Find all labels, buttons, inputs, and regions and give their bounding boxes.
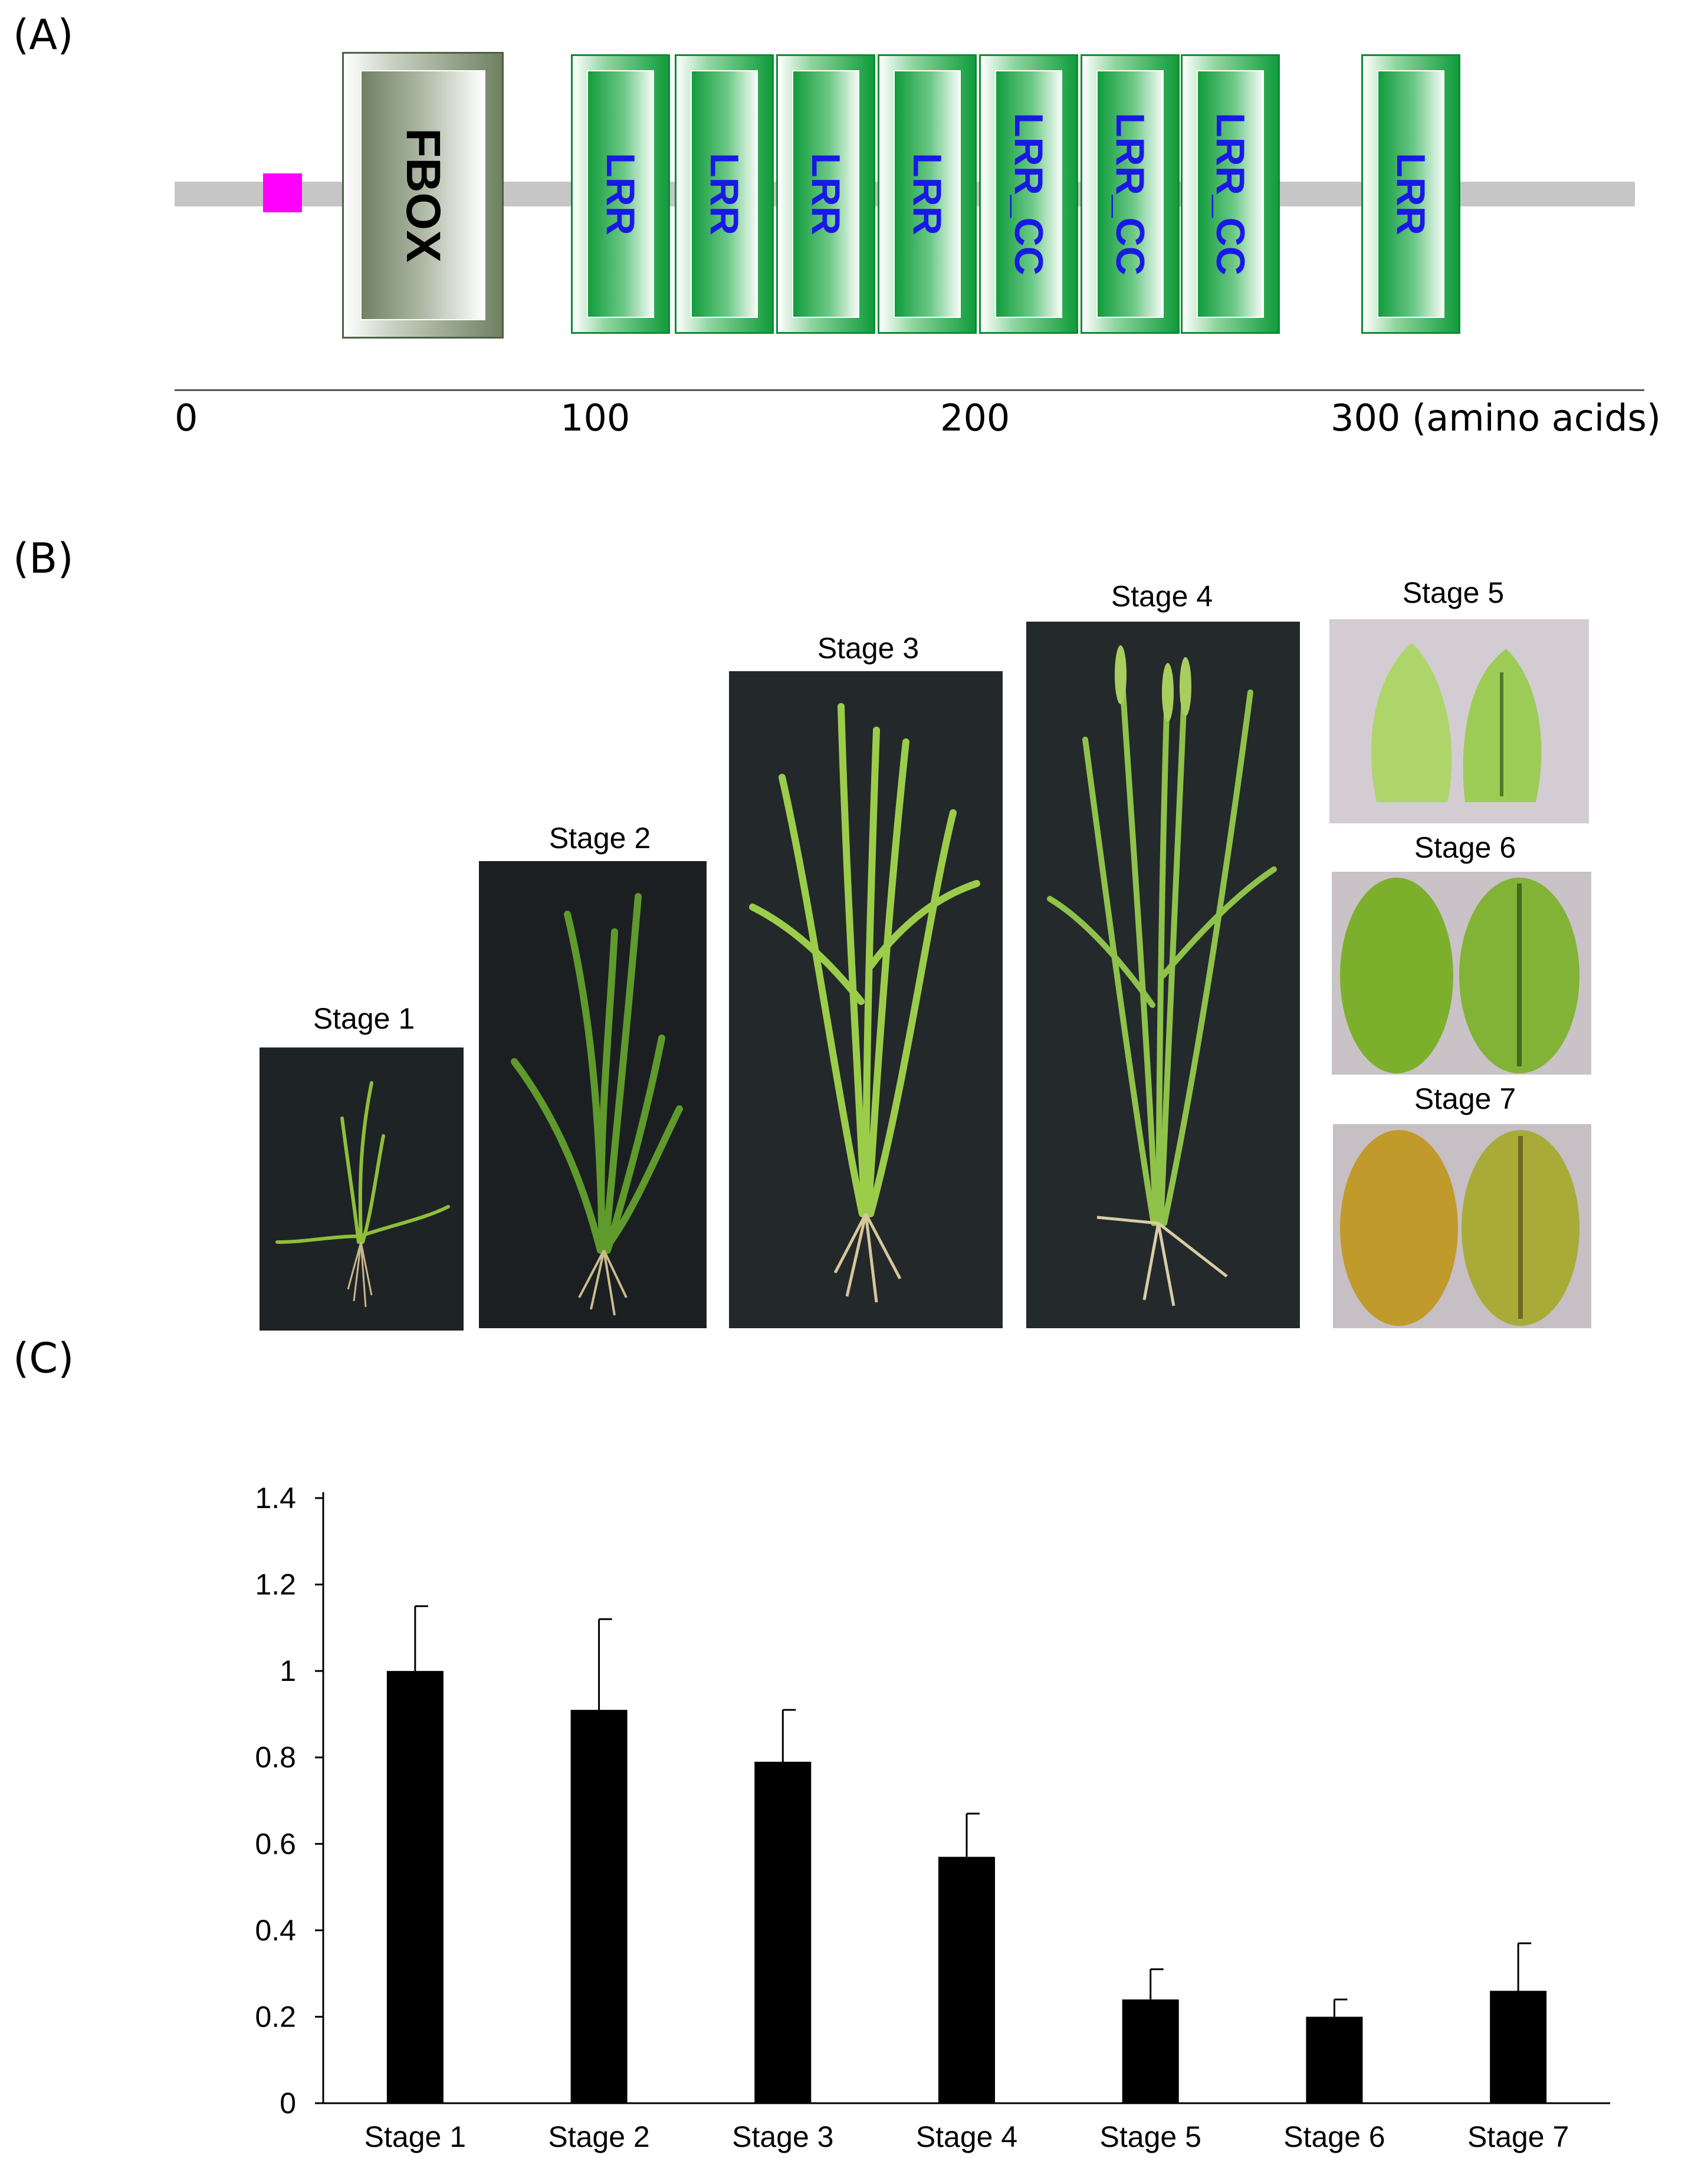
bar-stage-2 [570,1710,628,2103]
y-tick-label: 1 [280,1654,296,1687]
stage-5-grain-photo [1329,619,1589,823]
stage-5-title: Stage 5 [1402,576,1505,609]
bar-stage-5 [1122,1999,1179,2103]
bar-series [386,1671,1547,2103]
panel-b-label: (B) [13,534,74,583]
protein-domain-diagram: FBOX LRR LRR LRR LRR LRR_CC LRR_CC LRR_C… [0,0,1688,466]
y-tick-label: 0.8 [255,1741,296,1774]
x-tick-label: Stage 3 [732,2120,833,2153]
y-tick-label: 1.2 [255,1568,296,1601]
y-tick-label: 0.2 [255,2000,296,2033]
x-tick-label: Stage 2 [548,2120,649,2153]
lrr-domain-2: LRR [675,54,774,334]
heading-plant-image [1026,622,1300,1328]
lrr-domain-4: LRR [878,54,977,334]
x-axis-ticks: Stage 1 Stage 2 Stage 3 Stage 4 Stage 5 Stage… [364,2120,1569,2153]
y-tick-label: 1.4 [255,1482,296,1515]
stage-1-title: Stage 1 [313,1002,415,1035]
immature-grain-image [1329,619,1589,823]
lrr-cc-domain-2: LRR_CC [1081,54,1180,334]
lrr-cc-domain-label: LRR_CC [1108,113,1152,275]
lrr-cc-domain-label: LRR_CC [1006,113,1051,275]
amino-acid-scale-axis [175,389,1644,391]
bar-stage-3 [754,1762,812,2103]
lrr-domain-label: LRR [905,153,950,235]
scale-tick-300: 300 (amino acids) [1331,396,1661,439]
stage-3-plant-photo [729,671,1003,1328]
lrr-domain-3: LRR [776,54,875,334]
x-tick-label: Stage 7 [1467,2120,1569,2153]
stage-1-plant-photo [260,1047,464,1331]
lrr-cc-domain-1: LRR_CC [979,54,1078,334]
bar-stage-7 [1490,1991,1547,2103]
x-tick-label: Stage 6 [1283,2120,1385,2153]
stage-6-grain-photo [1332,872,1591,1075]
mature-grain-image [1333,1124,1591,1328]
seedling-image [260,1047,464,1331]
stage-6-title: Stage 6 [1414,831,1516,864]
lrr-cc-domain-label: LRR_CC [1208,113,1253,275]
scale-tick-100: 100 [560,396,630,439]
lrr-domain-label: LRR [702,153,747,235]
lrr-cc-domain-3: LRR_CC [1181,54,1280,334]
lrr-domain-5: LRR [1361,54,1460,334]
y-tick-label: 0.4 [255,1914,296,1947]
stage-4-title: Stage 4 [1111,580,1213,613]
bar-stage-6 [1306,2016,1363,2103]
stage-4-plant-photo [1026,622,1300,1328]
fbox-domain: FBOX [342,52,504,339]
low-complexity-motif [263,173,302,212]
scale-tick-0: 0 [175,396,198,439]
error-bars [414,1605,1532,2017]
panel-a-label: (A) [13,11,74,59]
x-tick-label: Stage 1 [364,2120,466,2153]
green-grain-image [1332,872,1591,1075]
y-axis-ticks: 0 0.2 0.4 0.6 0.8 1 1.2 1.4 [255,1482,323,2120]
lrr-domain-label: LRR [1388,153,1433,235]
stage-2-plant-photo [479,861,707,1328]
stage-3-title: Stage 3 [817,632,919,665]
lrr-domain-label: LRR [803,153,848,235]
tillering-plant-image [729,671,1003,1328]
y-tick-label: 0.6 [255,1827,296,1860]
stage-7-grain-photo [1333,1124,1591,1328]
x-tick-label: Stage 5 [1100,2120,1201,2153]
y-tick-label: 0 [280,2087,296,2120]
young-plant-image [479,861,707,1328]
panel-c-label: (C) [13,1334,74,1382]
scale-tick-200: 200 [940,396,1010,439]
stage-2-title: Stage 2 [549,822,651,855]
bar-stage-4 [938,1857,995,2103]
stage-7-title: Stage 7 [1414,1082,1516,1115]
lrr-domain-label: LRR [598,153,643,235]
x-tick-label: Stage 4 [916,2120,1017,2153]
bar-stage-1 [386,1671,444,2103]
lrr-domain-1: LRR [571,54,670,334]
fbox-domain-label: FBOX [396,128,450,262]
expression-bar-chart: 00.20.40.60.811.21.4 Stage 1 Stage 2 Stage… [255,1482,1610,2153]
